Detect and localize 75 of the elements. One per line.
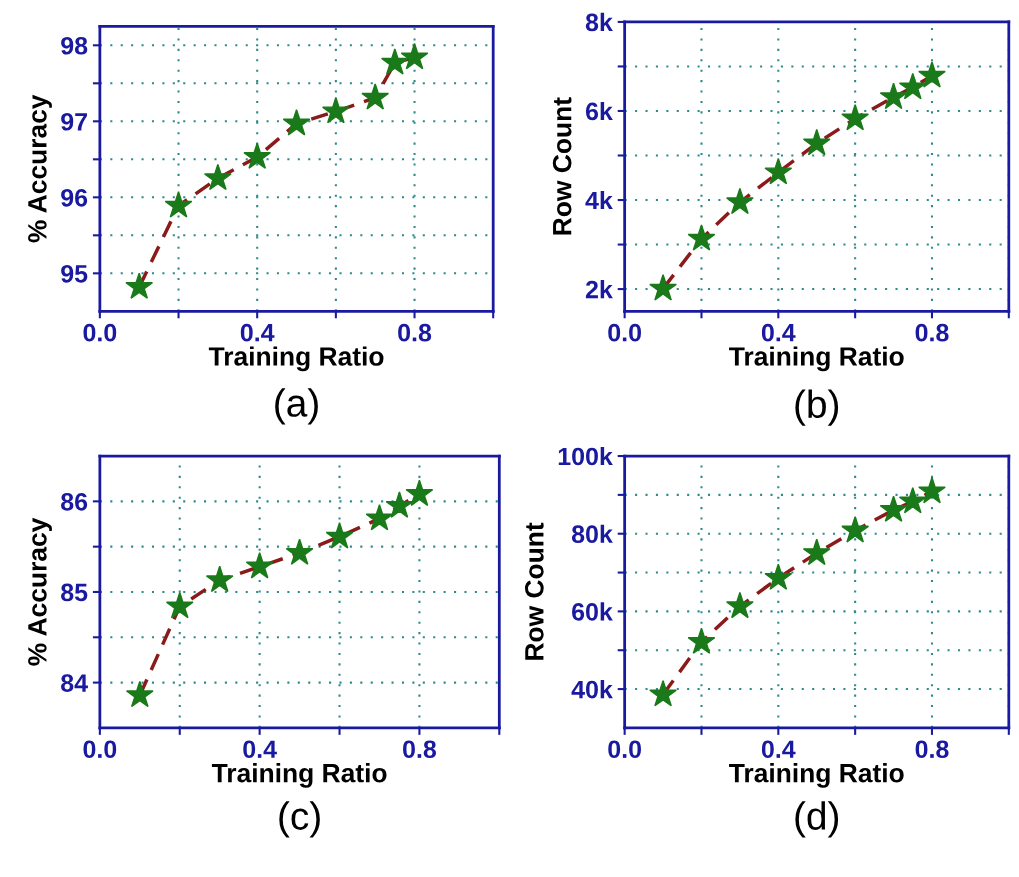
x-tick-label: 0.8 xyxy=(403,740,437,759)
point xyxy=(243,142,272,169)
y-tick-label: 60k xyxy=(572,602,613,621)
point xyxy=(918,476,946,504)
y-axis-title: Row Count xyxy=(525,522,544,660)
point xyxy=(321,96,350,124)
point xyxy=(687,627,716,655)
x-tick-label: 0.4 xyxy=(761,323,796,342)
y-tick-label: 85 xyxy=(61,583,88,602)
point xyxy=(649,679,677,707)
y-tick-label: 95 xyxy=(61,264,88,283)
point xyxy=(898,72,927,100)
point xyxy=(385,491,414,518)
x-tick-label: 0.0 xyxy=(608,740,641,759)
x-tick-label: 0.8 xyxy=(398,323,432,342)
y-axis-title: Row Count xyxy=(552,97,572,235)
y-tick-label: 6k xyxy=(585,101,613,121)
point xyxy=(879,495,908,522)
point xyxy=(725,187,754,215)
point xyxy=(918,61,946,88)
point xyxy=(725,591,754,619)
text: (c) xyxy=(279,801,320,838)
point xyxy=(164,191,193,218)
y-tick-label: 2k xyxy=(585,280,613,299)
x-axis-title: Training Ratio xyxy=(729,346,904,372)
y-axis-title: % Accuracy xyxy=(28,517,52,666)
y-tick-label: 98 xyxy=(61,36,88,55)
x-tick-label: 0.4 xyxy=(243,740,277,759)
point xyxy=(325,522,354,549)
point xyxy=(285,538,314,565)
x-tick-label: 0.8 xyxy=(915,323,949,342)
point xyxy=(282,109,311,136)
point xyxy=(802,128,831,156)
y-tick-label: 80k xyxy=(571,524,613,544)
y-axis-title: % Accuracy xyxy=(28,94,52,243)
point xyxy=(125,272,154,299)
point xyxy=(879,82,908,110)
x-tick-label: 0.0 xyxy=(83,740,117,759)
point xyxy=(205,565,234,593)
x-axis-title: Training Ratio xyxy=(211,763,387,788)
point xyxy=(380,48,409,75)
x-axis-title: Training Ratio xyxy=(729,763,904,788)
point xyxy=(165,591,194,619)
point xyxy=(841,103,870,131)
x-tick-label: 0.8 xyxy=(915,740,949,759)
point xyxy=(649,274,677,301)
x-axis-title: Training Ratio xyxy=(208,346,384,372)
point xyxy=(203,163,232,191)
x-tick-label: 0.4 xyxy=(761,740,796,759)
text: (b) xyxy=(795,389,839,426)
x-tick-label: 0.0 xyxy=(608,323,641,342)
point xyxy=(841,516,870,543)
point xyxy=(245,552,274,579)
text: (a) xyxy=(275,388,318,425)
y-tick-label: 84 xyxy=(61,674,88,692)
x-tick-label: 0.0 xyxy=(83,323,117,342)
y-tick-label: 40k xyxy=(571,680,613,699)
point xyxy=(764,563,793,590)
point xyxy=(405,479,434,507)
y-tick-label: 4k xyxy=(585,190,613,210)
y-tick-label: 96 xyxy=(61,188,88,207)
point xyxy=(898,486,927,514)
point xyxy=(365,503,394,531)
point xyxy=(764,157,793,185)
text: (d) xyxy=(795,801,839,838)
point xyxy=(361,83,390,110)
y-tick-label: 97 xyxy=(61,112,87,131)
point xyxy=(125,680,154,708)
point xyxy=(802,538,831,566)
point xyxy=(687,224,716,251)
y-tick-label: 8k xyxy=(585,12,613,32)
y-tick-label: 86 xyxy=(61,492,88,511)
x-tick-label: 0.4 xyxy=(240,323,275,342)
y-tick-label: 100k xyxy=(558,446,613,466)
point xyxy=(400,42,429,70)
